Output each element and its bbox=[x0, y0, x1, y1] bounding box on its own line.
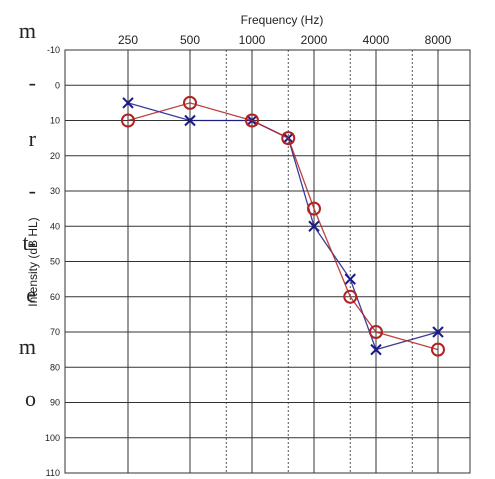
x-marker-stroke bbox=[122, 97, 134, 109]
y-tick-label: 50 bbox=[50, 257, 60, 267]
x-tick-label: 2000 bbox=[301, 33, 328, 47]
series-line bbox=[127, 102, 439, 351]
data-point-o-marker bbox=[307, 201, 321, 216]
y-tick-label: 60 bbox=[50, 292, 60, 302]
series-line bbox=[127, 102, 439, 351]
y-tick-label: 40 bbox=[50, 221, 60, 231]
y-tick-label: 110 bbox=[46, 468, 60, 478]
side-text-fragment: - bbox=[28, 178, 36, 203]
data-point-o-marker bbox=[431, 342, 445, 357]
data-point-x-marker bbox=[370, 343, 382, 356]
y-tick-label: 100 bbox=[45, 433, 60, 443]
y-tick-labels: -10 0 10 20 30 40 50 60 70 80 90 100 110 bbox=[45, 45, 60, 478]
x-marker-stroke bbox=[344, 273, 356, 285]
side-text-fragment: m bbox=[18, 18, 36, 43]
y-tick-label: 80 bbox=[50, 362, 60, 372]
y-tick-label: 30 bbox=[50, 186, 60, 196]
data-point-x-marker bbox=[308, 220, 320, 232]
chart-grid bbox=[64, 49, 471, 474]
x-marker-stroke bbox=[370, 343, 382, 356]
data-point-x-marker bbox=[344, 273, 356, 285]
data-point-x-marker bbox=[122, 97, 134, 109]
side-text-fragment: e bbox=[26, 282, 36, 307]
y-tick-label: 90 bbox=[50, 398, 60, 408]
y-tick-label: -10 bbox=[47, 45, 60, 55]
x-marker-stroke bbox=[308, 220, 320, 232]
data-point-o-marker bbox=[369, 325, 383, 339]
data-point-o-marker bbox=[183, 95, 197, 110]
x-marker-stroke bbox=[432, 326, 444, 338]
x-tick-label: 4000 bbox=[363, 33, 390, 47]
y-axis-title: Intensity (dB HL) bbox=[26, 217, 40, 306]
y-tick-label: 70 bbox=[50, 327, 60, 337]
side-text-fragment: m bbox=[18, 334, 36, 359]
x-tick-label: 8000 bbox=[425, 33, 452, 47]
x-tick-label: 500 bbox=[180, 33, 200, 47]
side-text-fragment: r bbox=[28, 126, 36, 151]
data-point-x-marker bbox=[184, 114, 196, 127]
y-tick-label: 20 bbox=[50, 151, 60, 161]
x-tick-labels: 250 500 1000 2000 4000 8000 bbox=[118, 33, 452, 47]
data-point-o-marker bbox=[281, 131, 296, 146]
y-tick-label: 10 bbox=[50, 116, 60, 126]
x-axis-title: Frequency (Hz) bbox=[241, 13, 324, 27]
side-text-fragment: o bbox=[25, 386, 36, 411]
side-text-fragment: - bbox=[28, 70, 36, 95]
x-tick-label: 250 bbox=[118, 33, 138, 47]
data-point-o-marker bbox=[121, 113, 135, 128]
x-marker-stroke bbox=[184, 114, 196, 127]
x-tick-label: 1000 bbox=[239, 33, 266, 47]
y-tick-label: 0 bbox=[55, 80, 60, 90]
data-point-o-marker bbox=[245, 113, 259, 128]
cropped-side-text: m - r - t-e m o bbox=[0, 0, 40, 479]
chart-series bbox=[121, 95, 445, 357]
side-text-fragment: t- bbox=[22, 230, 36, 255]
data-point-x-marker bbox=[432, 326, 444, 338]
data-point-o-marker bbox=[343, 289, 358, 304]
